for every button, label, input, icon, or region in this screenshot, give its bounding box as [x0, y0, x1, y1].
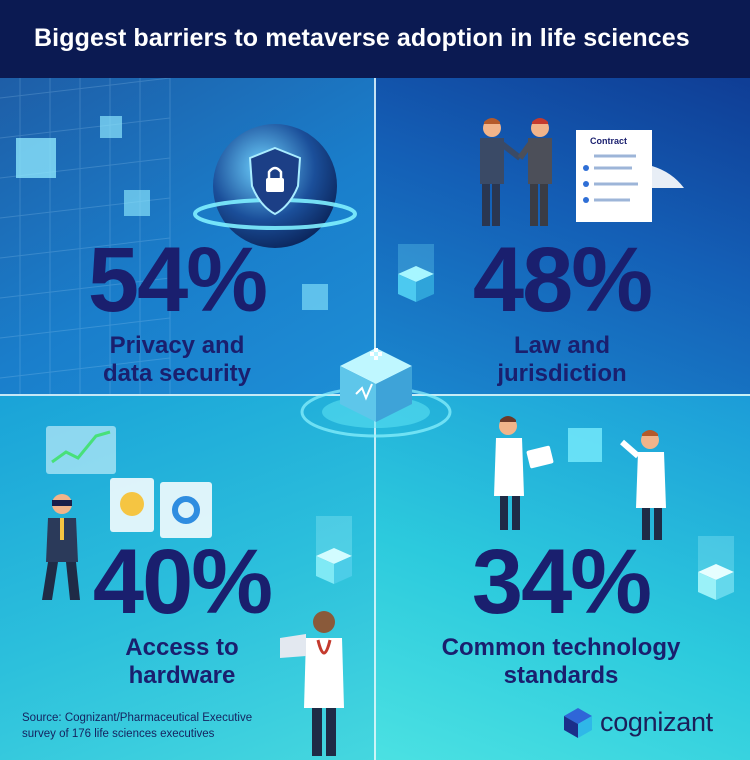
- stat-percent: 48%: [472, 229, 653, 331]
- brand-name: cognizant: [600, 707, 713, 737]
- globe-shield-icon: [193, 124, 357, 248]
- stat-label-line: Access to: [125, 634, 239, 661]
- source-line: Source: Cognizant/Pharmaceutical Executi…: [22, 712, 253, 724]
- cognizant-logo: cognizant: [562, 707, 713, 738]
- doctor-laptop-illustration: [280, 611, 344, 756]
- server-grid-illustration: [0, 78, 328, 394]
- contract-document-icon: Contract: [576, 130, 684, 222]
- header-bar: Biggest barriers to metaverse adoption i…: [0, 0, 750, 78]
- stat-label-line: Privacy and: [109, 332, 245, 359]
- stat-law: 48% Law and jurisdiction: [432, 234, 692, 387]
- source-note: Source: Cognizant/Pharmaceutical Executi…: [22, 710, 252, 742]
- vr-user-illustration: [42, 426, 212, 600]
- stat-percent: 54%: [87, 229, 268, 331]
- scientists-illustration: [494, 416, 666, 540]
- stat-label-line: data security: [102, 359, 252, 387]
- cognizant-logo-icon: [564, 707, 592, 738]
- stat-label-line: jurisdiction: [497, 359, 627, 387]
- glowing-cube-icon: [398, 244, 434, 302]
- glowing-cube-icon: [698, 536, 734, 600]
- stat-label: Law and jurisdiction: [432, 332, 692, 387]
- source-line: survey of 176 life sciences executives: [22, 728, 215, 741]
- stat-percent: 34%: [471, 531, 652, 633]
- contract-label: Contract: [590, 136, 627, 146]
- stat-label: Access to hardware: [54, 634, 310, 689]
- stat-percent: 40%: [92, 531, 273, 633]
- stat-label-line: Law and: [513, 332, 610, 359]
- stat-label-line: standards: [503, 661, 619, 689]
- stat-label: Privacy and data security: [52, 332, 302, 387]
- stat-label: Common technology standards: [416, 634, 706, 689]
- quadrant-hardware: 40% Access to hardware: [0, 396, 374, 760]
- stat-privacy: 54% Privacy and data security: [52, 234, 302, 387]
- stat-label-line: Common technology: [441, 634, 681, 661]
- medical-cube-platform-icon: [300, 348, 452, 438]
- quadrant-privacy: 54% Privacy and data security: [0, 78, 374, 394]
- stat-hardware: 40% Access to hardware: [54, 536, 310, 689]
- page-title: Biggest barriers to metaverse adoption i…: [34, 24, 690, 52]
- quadrant-standards: 34% Common technology standards: [376, 396, 750, 760]
- quadrant-law: Contract 48% Law and jurisdiction: [376, 78, 750, 394]
- stat-standards: 34% Common technology standards: [416, 536, 706, 689]
- glowing-cube-icon: [316, 516, 352, 584]
- handshake-illustration: [480, 118, 552, 226]
- stat-label-line: hardware: [128, 661, 236, 689]
